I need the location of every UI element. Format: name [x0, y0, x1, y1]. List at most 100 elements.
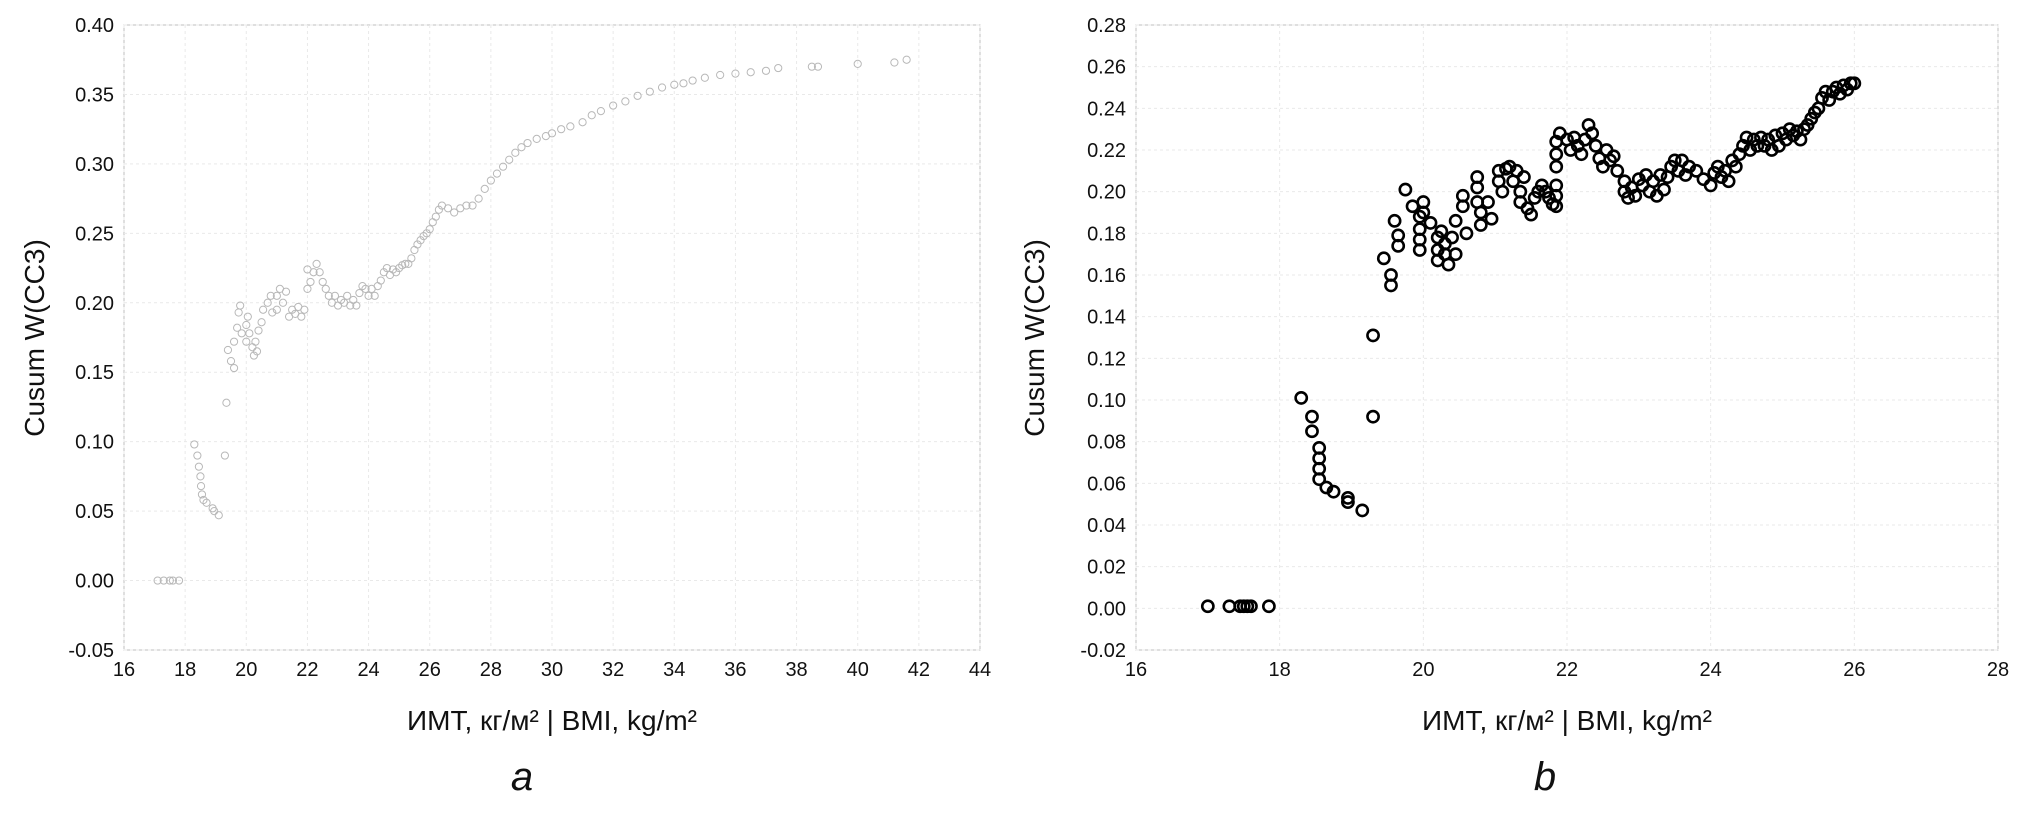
data-point [1728, 159, 1743, 174]
data-point [254, 326, 263, 335]
data-point [197, 490, 207, 499]
data-point [1376, 251, 1391, 266]
y-tick-label: 0.25 [75, 223, 114, 245]
data-point [1326, 484, 1341, 499]
data-point [234, 308, 243, 317]
data-point [370, 291, 379, 300]
data-point [252, 347, 262, 356]
data-point [425, 225, 434, 234]
data-point [474, 194, 483, 203]
data-point [1423, 216, 1438, 230]
data-point [523, 138, 532, 148]
y-tick-label: 0.18 [1087, 223, 1126, 245]
data-point [281, 287, 291, 296]
data-point [268, 308, 277, 317]
data-point [1434, 224, 1449, 239]
data-point [688, 76, 697, 85]
data-point [194, 462, 203, 471]
data-point [159, 576, 168, 585]
data-point [358, 282, 367, 291]
y-tick-label: 0.20 [75, 293, 114, 315]
data-point [168, 576, 178, 585]
x-tick-label: 24 [357, 659, 379, 681]
data-point [300, 305, 309, 314]
x-ticks-b: 16 18 20 22 24 26 28 [1125, 659, 2009, 681]
x-axis-label-a: ИМТ, кг/м² | BMI, kg/m² [407, 705, 697, 736]
data-point [1481, 195, 1495, 209]
y-tick-label: 0.26 [1087, 57, 1126, 79]
data-point [196, 482, 206, 491]
data-point [1549, 178, 1564, 193]
data-point [1341, 495, 1355, 509]
y-tick-label: 0.22 [1087, 140, 1126, 162]
data-point [1524, 207, 1538, 222]
data-point [1384, 278, 1398, 293]
data-point [382, 263, 392, 273]
data-point [679, 79, 688, 88]
data-point [229, 337, 239, 346]
data-point [364, 291, 373, 300]
data-point [1675, 153, 1689, 168]
x-tick-label: 26 [1843, 659, 1865, 681]
data-point [1696, 172, 1711, 187]
data-point [1455, 188, 1470, 203]
data-point [1305, 424, 1319, 439]
panel-b: 16 18 20 22 24 26 28 -0.02 0.00 0.02 0.04 0.06 0.08… [1019, 15, 2009, 799]
x-tick-label: 16 [113, 659, 135, 681]
data-point [373, 282, 382, 291]
data-point [587, 111, 596, 120]
data-point [352, 301, 361, 310]
data-point [492, 169, 502, 178]
x-tick-label: 22 [296, 659, 318, 681]
data-point [716, 70, 725, 80]
data-point [511, 148, 520, 157]
data-point [174, 576, 184, 585]
data-point [190, 440, 199, 449]
data-point [259, 305, 268, 314]
y-tick-label: 0.14 [1087, 307, 1126, 329]
data-point [609, 101, 618, 110]
data-points-a [153, 55, 911, 585]
data-point [202, 498, 211, 507]
data-point [416, 236, 425, 245]
data-point [266, 291, 275, 300]
x-tick-label: 34 [663, 659, 685, 681]
gridlines-b [1135, 24, 1999, 651]
data-point [272, 305, 281, 314]
data-point [645, 87, 654, 96]
data-point [746, 68, 755, 77]
data-point [657, 83, 667, 92]
y-ticks-a: -0.05 0.00 0.05 0.10 0.15 0.20 0.25 0.30 0.35 0.4… [68, 15, 114, 662]
data-point [321, 284, 330, 293]
data-point [318, 277, 327, 287]
data-point [1495, 184, 1510, 199]
data-point [1847, 76, 1862, 91]
data-point [480, 184, 489, 193]
panel-label-b: b [1534, 755, 1556, 799]
data-point [376, 276, 385, 285]
y-tick-label: 0.12 [1087, 348, 1126, 370]
x-tick-label: 24 [1700, 659, 1722, 681]
data-point [1646, 174, 1661, 189]
data-point [450, 208, 459, 217]
data-point [807, 62, 816, 71]
x-tick-label: 36 [724, 659, 746, 681]
data-point [391, 268, 401, 277]
x-tick-label: 22 [1556, 659, 1578, 681]
panel-label-a: a [511, 755, 533, 799]
data-point [165, 576, 174, 585]
x-axis-label-b: ИМТ, кг/м² | BMI, kg/m² [1422, 705, 1712, 736]
y-tick-label: 0.00 [1087, 598, 1126, 620]
x-tick-label: 18 [174, 659, 196, 681]
data-point [407, 254, 416, 263]
data-point [242, 337, 251, 346]
data-point [596, 107, 606, 116]
data-point [413, 240, 422, 249]
data-point [233, 323, 242, 332]
data-point [297, 312, 306, 321]
data-point [1585, 126, 1600, 141]
data-point [1441, 257, 1456, 272]
data-point [278, 298, 288, 307]
data-point [343, 291, 352, 300]
